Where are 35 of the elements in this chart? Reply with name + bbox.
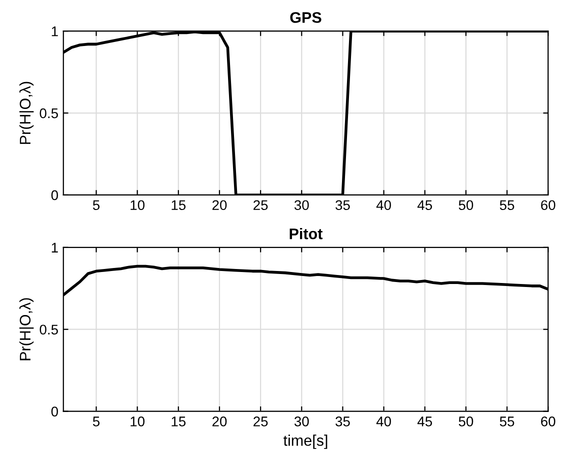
- x-tick-label: 30: [294, 416, 309, 426]
- y-axis-title: Pr(H|O,λ): [19, 82, 34, 144]
- x-tick-label: 20: [212, 200, 227, 210]
- x-tick-label: 40: [376, 200, 391, 210]
- x-tick-label: 5: [92, 416, 100, 426]
- x-tick-label: 10: [130, 416, 145, 426]
- chart-title: Pitot: [290, 228, 323, 240]
- x-tick-label: 15: [172, 200, 186, 210]
- y-tick-label: 0: [51, 190, 58, 200]
- x-tick-label: 60: [541, 416, 556, 426]
- y-tick-label: 1: [52, 26, 58, 36]
- x-tick-label: 50: [458, 200, 474, 210]
- x-tick-label: 60: [541, 200, 556, 210]
- x-tick-label: 45: [417, 416, 432, 426]
- x-tick-label: 40: [376, 416, 391, 426]
- x-tick-label: 5: [92, 200, 100, 210]
- x-tick-label: 55: [500, 200, 514, 210]
- x-axis-title: time[s]: [283, 434, 328, 449]
- chart-title: GPS: [290, 12, 322, 23]
- x-tick-label: 45: [417, 200, 432, 210]
- x-tick-label: 25: [254, 416, 268, 426]
- x-tick-label: 35: [336, 200, 350, 210]
- x-tick-label: 35: [336, 416, 350, 426]
- x-tick-label: 50: [458, 416, 474, 426]
- y-tick-label: 1: [52, 242, 58, 252]
- y-axis-title: Pr(H|O,λ): [19, 298, 34, 360]
- y-tick-label: 0.5: [40, 108, 58, 118]
- x-tick-label: 10: [130, 200, 145, 210]
- y-tick-label: 0.5: [40, 324, 58, 335]
- x-tick-label: 55: [500, 416, 514, 426]
- x-tick-label: 20: [212, 416, 227, 426]
- y-tick-label: 0: [51, 406, 58, 416]
- x-tick-label: 15: [172, 416, 186, 426]
- x-tick-label: 30: [294, 200, 309, 210]
- x-tick-label: 25: [254, 200, 268, 210]
